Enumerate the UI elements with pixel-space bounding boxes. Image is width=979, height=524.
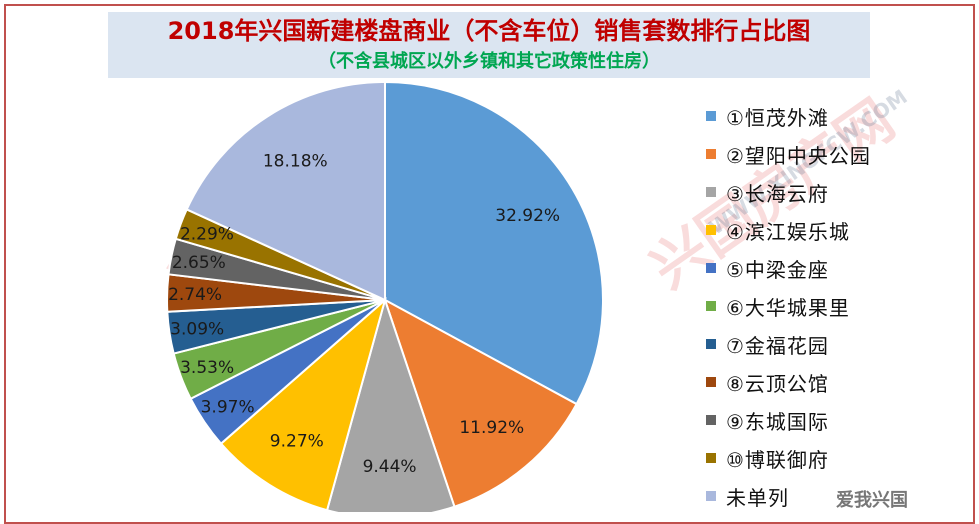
legend: ①恒茂外滩 ②望阳中央公园 ③长海云府 ④滨江娱乐城 ⑤中梁金座 ⑥大华城果里 ⑦金福花园 ⑧…: [706, 97, 976, 515]
legend-swatch: [706, 225, 716, 235]
legend-label: ②望阳中央公园: [726, 143, 871, 168]
pie-slice: [384, 80, 604, 406]
legend-item: ④滨江娱乐城: [706, 211, 976, 249]
slice-data-label: 11.92%: [459, 418, 524, 438]
pie-slice: [185, 80, 386, 302]
slice-data-label: 18.18%: [263, 151, 328, 171]
slice-data-label: 3.97%: [201, 397, 255, 417]
legend-item: ⑧云顶公馆: [706, 363, 976, 401]
legend-swatch: [706, 263, 716, 273]
legend-item: ③长海云府: [706, 173, 976, 211]
legend-swatch: [706, 187, 716, 197]
slice-data-label: 32.92%: [495, 206, 560, 226]
slice-data-label: 9.27%: [270, 432, 324, 452]
slice-data-label: 2.29%: [180, 225, 234, 245]
legend-swatch: [706, 339, 716, 349]
legend-item: ⑨东城国际: [706, 401, 976, 439]
legend-label: ⑨东城国际: [726, 409, 829, 434]
legend-swatch: [706, 415, 716, 425]
legend-label: ①恒茂外滩: [726, 105, 829, 130]
legend-swatch: [706, 491, 716, 501]
legend-label: 未单列: [726, 485, 789, 510]
pie-slice: [219, 297, 387, 512]
legend-item: ②望阳中央公园: [706, 135, 976, 173]
legend-swatch: [706, 149, 716, 159]
pie-chart: 32.92% 11.92% 9.44% 9.27% 3.97% 3.53% 3.09% 2.7…: [166, 80, 604, 512]
slice-data-label: 2.65%: [172, 253, 226, 273]
legend-label: ④滨江娱乐城: [726, 219, 850, 244]
legend-swatch: [706, 377, 716, 387]
chart-title: 2018年兴国新建楼盘商业（不含车位）销售套数排行占比图: [167, 17, 811, 45]
legend-swatch: [706, 301, 716, 311]
legend-item: ①恒茂外滩: [706, 97, 976, 135]
chart-subtitle: （不含县城区以外乡镇和其它政策性住房）: [318, 51, 660, 72]
legend-label: ⑩博联御府: [726, 447, 829, 472]
slice-data-label: 2.74%: [168, 285, 222, 305]
legend-item: ⑤中梁金座: [706, 249, 976, 287]
slice-data-label: 3.53%: [180, 358, 234, 378]
pie-slice: [383, 297, 578, 508]
legend-item: ⑩博联御府: [706, 439, 976, 477]
legend-label: ⑥大华城果里: [726, 295, 850, 320]
slice-data-label: 3.09%: [170, 320, 224, 340]
pie-labels: 32.92% 11.92% 9.44% 9.27% 3.97% 3.53% 3.09% 2.7…: [168, 151, 560, 477]
legend-swatch: [706, 453, 716, 463]
legend-label: ⑧云顶公馆: [726, 371, 829, 396]
legend-label: ⑤中梁金座: [726, 257, 829, 282]
legend-label: ③长海云府: [726, 181, 829, 206]
legend-item: ⑦金福花园: [706, 325, 976, 363]
legend-item: ⑥大华城果里: [706, 287, 976, 325]
title-banner: 2018年兴国新建楼盘商业（不含车位）销售套数排行占比图 （不含县城区以外乡镇和…: [108, 12, 870, 78]
legend-swatch: [706, 111, 716, 121]
legend-label: ⑦金福花园: [726, 333, 829, 358]
pie-slices: [166, 80, 604, 512]
legend-item: 未单列: [706, 477, 976, 515]
slice-data-label: 9.44%: [363, 457, 417, 477]
